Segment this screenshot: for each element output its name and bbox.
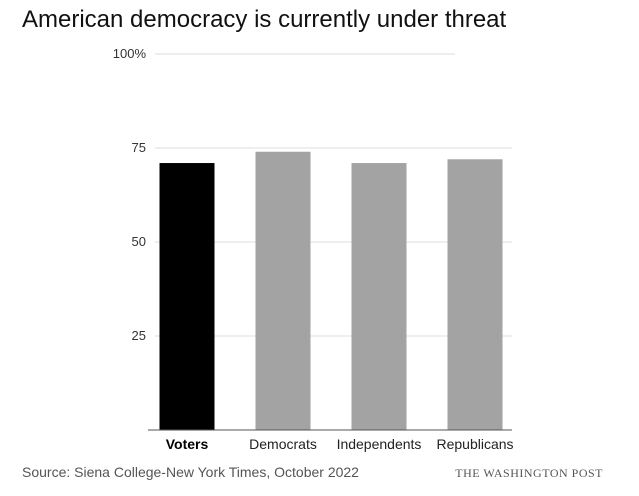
chart-title: American democracy is currently under th… [22,6,507,33]
y-tick-label-50: 50 [132,234,146,249]
x-axis-labels: Voters Democrats Independents Republicans [166,436,514,452]
y-tick-label-100: 100% [113,46,147,61]
bar-republicans [447,159,503,430]
y-tick-label-25: 25 [132,328,146,343]
x-tick-label-voters: Voters [166,436,209,452]
bar-independents [351,163,407,431]
y-tick-label-75: 75 [132,140,146,155]
source-note: Source: Siena College-New York Times, Oc… [22,464,359,480]
x-tick-label-independents: Independents [337,436,422,452]
bars [159,151,503,431]
y-axis-ticks: 25 50 75 100% [113,46,147,343]
bar-democrats [255,151,311,430]
x-tick-label-democrats: Democrats [249,436,317,452]
publisher-logo: THE WASHINGTON POST [455,466,603,480]
x-tick-label-republicans: Republicans [436,436,513,452]
bar-voters [159,163,215,431]
